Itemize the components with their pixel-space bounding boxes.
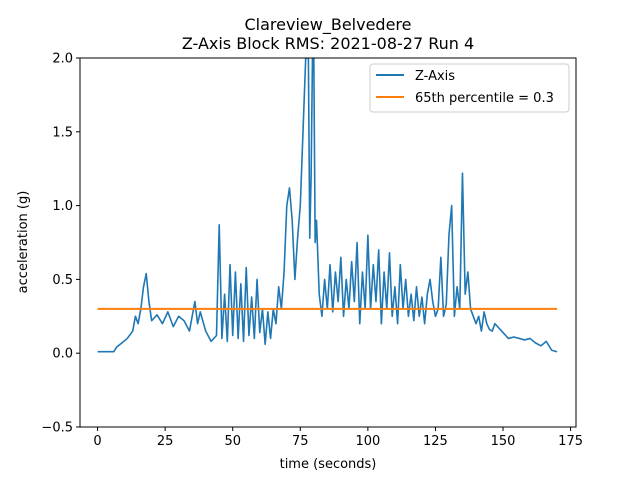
y-tick-label: 2.0 xyxy=(52,52,73,67)
series-line-z-axis xyxy=(97,58,558,353)
series-layer xyxy=(97,58,558,353)
y-axis-label: acceleration (g) xyxy=(16,191,31,294)
chart-title: Clareview_Belvedere xyxy=(245,15,412,35)
legend-box xyxy=(369,63,570,113)
y-tick-label: 0.5 xyxy=(52,273,73,288)
x-tick-label: 150 xyxy=(491,434,516,449)
plot-frame xyxy=(79,57,577,428)
x-tick-label: 75 xyxy=(292,434,309,449)
legend: Z-Axis 65th percentile = 0.3 xyxy=(369,63,570,113)
y-tick-label: −0.5 xyxy=(41,421,73,436)
y-tick-label: 1.0 xyxy=(52,199,73,214)
chart-subtitle: Z-Axis Block RMS: 2021-08-27 Run 4 xyxy=(182,34,474,53)
x-tick-label: 50 xyxy=(224,434,241,449)
x-tick-label: 25 xyxy=(157,434,174,449)
x-tick-label: 175 xyxy=(558,434,583,449)
x-tick-label: 100 xyxy=(355,434,380,449)
legend-label-z-axis: Z-Axis xyxy=(415,69,455,84)
legend-label-percentile: 65th percentile = 0.3 xyxy=(415,91,554,106)
y-tick-label: 0.0 xyxy=(52,347,73,362)
x-tick-label: 0 xyxy=(93,434,101,449)
x-tick-label: 125 xyxy=(423,434,448,449)
y-tick-label: 1.5 xyxy=(52,125,73,140)
x-axis: 0 25 50 75 100 125 150 175 xyxy=(93,427,583,449)
y-axis: −0.5 0.0 0.5 1.0 1.5 2.0 xyxy=(41,52,80,436)
x-axis-label: time (seconds) xyxy=(280,457,377,472)
